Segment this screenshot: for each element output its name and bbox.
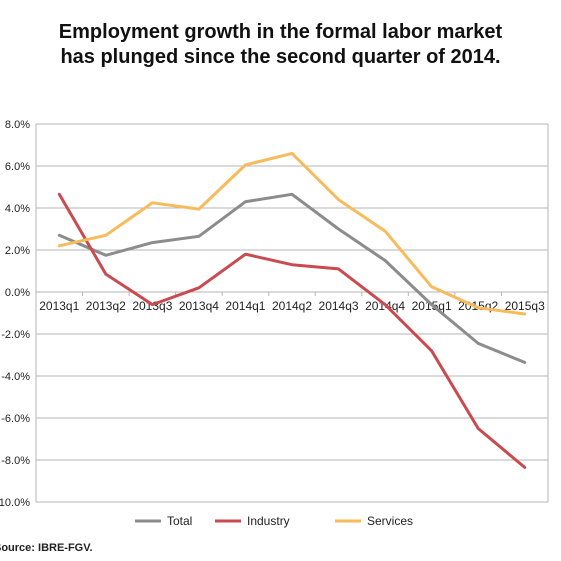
- source-note: Source: IBRE-FGV.: [0, 542, 93, 554]
- x-tick-label: 2014q2: [272, 299, 312, 313]
- series-line-industry: [57, 192, 527, 469]
- series-line-services: [57, 151, 527, 316]
- x-tick-label: 2015q3: [505, 299, 545, 313]
- x-tick-label: 2013q4: [179, 299, 219, 313]
- y-axis-tick-labels: 8.0% 6.0% 4.0% 2.0% 0.0% -2.0% -4.0% -6.0% -8.0%…: [0, 119, 30, 509]
- legend: Total Industry Services: [135, 514, 413, 528]
- series-line-total: [57, 192, 527, 364]
- chart-title: Employment growth in the formal labor ma…: [0, 20, 561, 70]
- legend-label-services: Services: [367, 514, 413, 528]
- series-lines: [57, 151, 527, 469]
- chart-title-line-1: Employment growth in the formal labor ma…: [58, 21, 503, 43]
- gridlines: [35, 123, 549, 503]
- x-axis-tick-labels: 2013q1 2013q2 2013q3 2013q4 2014q1 2014q2 2014…: [39, 299, 545, 313]
- y-tick-label: -4.0%: [1, 371, 30, 383]
- legend-label-total: Total: [167, 514, 192, 528]
- chart-title-line-2: has plunged since the second quarter of …: [60, 46, 501, 68]
- y-tick-label: 4.0%: [5, 203, 30, 215]
- y-tick-label: 6.0%: [5, 161, 30, 173]
- y-tick-label: -10.0%: [0, 497, 30, 509]
- y-tick-label: 8.0%: [5, 119, 30, 131]
- x-tick-label: 2013q2: [86, 299, 126, 313]
- x-tick-label: 2014q3: [319, 299, 359, 313]
- y-tick-label: -2.0%: [1, 329, 30, 341]
- y-tick-label: 2.0%: [5, 245, 30, 257]
- y-tick-label: -6.0%: [1, 413, 30, 425]
- legend-label-industry: Industry: [247, 514, 290, 528]
- y-tick-label: 0.0%: [5, 287, 30, 299]
- x-tick-label: 2014q1: [225, 299, 265, 313]
- y-tick-label: -8.0%: [1, 455, 30, 467]
- x-tick-label: 2013q1: [39, 299, 79, 313]
